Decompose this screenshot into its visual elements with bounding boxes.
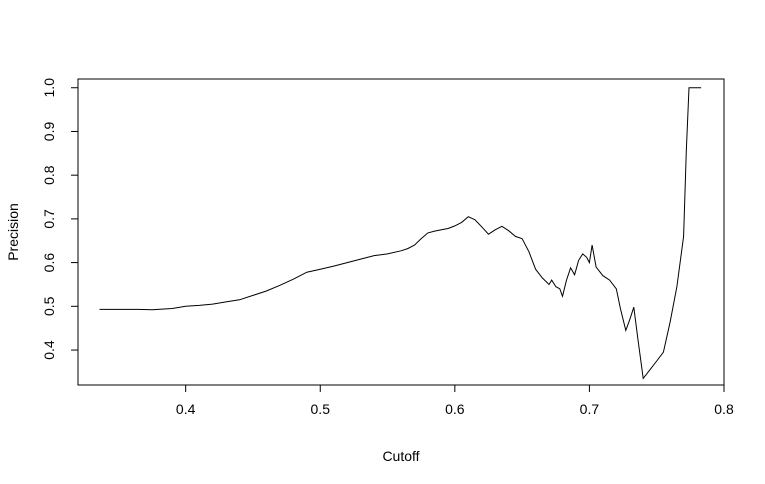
- x-tick-label: 0.7: [580, 401, 600, 417]
- y-tick-label: 0.9: [41, 122, 57, 142]
- y-tick-label: 0.4: [41, 340, 57, 360]
- y-tick-label: 0.8: [41, 165, 57, 185]
- x-tick-label: 0.8: [714, 401, 734, 417]
- y-tick-label: 0.5: [41, 296, 57, 316]
- x-tick-label: 0.6: [445, 401, 465, 417]
- y-tick-label: 1.0: [41, 78, 57, 98]
- x-axis: 0.4 0.5 0.6 0.7 0.8: [176, 384, 734, 417]
- x-axis-title: Cutoff: [382, 448, 419, 464]
- plot-frame: [77, 78, 725, 386]
- y-axis: 0.4 0.5 0.6 0.7 0.8 0.9 1.0: [41, 78, 79, 360]
- y-tick-label: 0.7: [41, 209, 57, 229]
- y-axis-title: Precision: [5, 203, 21, 261]
- precision-line: [99, 87, 702, 380]
- x-tick-label: 0.4: [176, 401, 196, 417]
- y-tick-label: 0.6: [41, 253, 57, 273]
- x-tick-label: 0.5: [311, 401, 331, 417]
